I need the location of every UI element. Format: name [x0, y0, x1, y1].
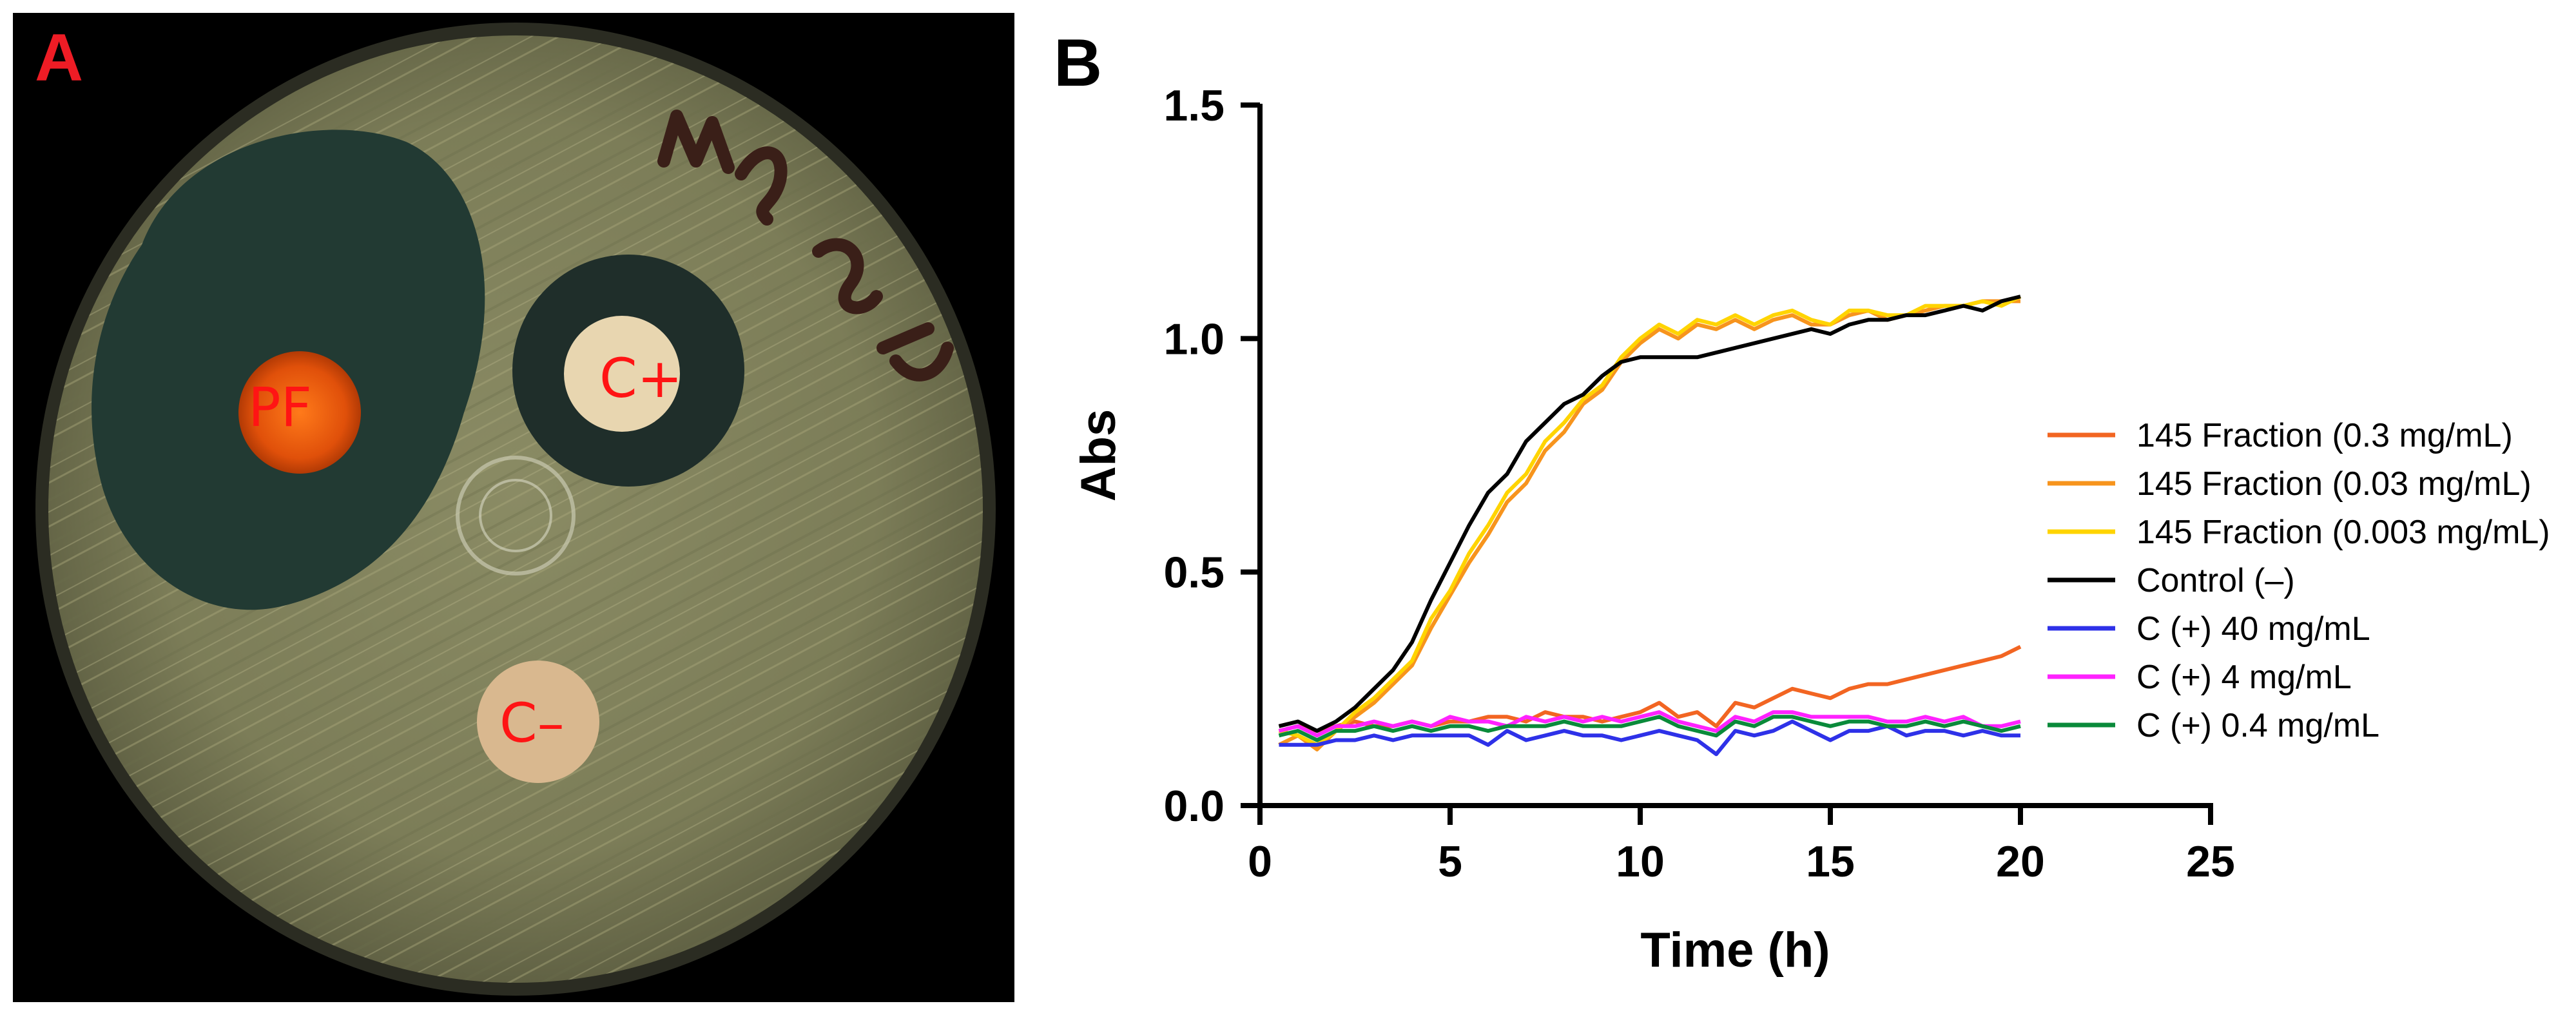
c-minus-disc: [477, 661, 599, 783]
x-tick-label: 15: [1806, 837, 1855, 886]
legend-label-7: C (+) 0.4 mg/mL: [2136, 707, 2379, 744]
series-line-5: [1279, 719, 2020, 757]
c-plus-disc: [564, 316, 680, 432]
x-tick-label: 0: [1248, 837, 1272, 886]
legend-label-1: 145 Fraction (0.3 mg/mL): [2136, 417, 2513, 454]
x-tick-label: 20: [1996, 837, 2045, 886]
agar-plate-photo: PF C+ C–: [13, 13, 1014, 1002]
series-line-7: [1278, 715, 2021, 742]
x-tick-label: 25: [2186, 837, 2235, 886]
chart-series: [1278, 295, 2022, 757]
series-line-6: [1278, 710, 2021, 738]
y-tick-label: 1.0: [1163, 314, 1225, 363]
panel-b-letter: B: [1054, 26, 1103, 101]
c-minus-disc-label: C–: [499, 691, 565, 755]
legend-label-6: C (+) 4 mg/mL: [2136, 659, 2352, 696]
series-line-4: [1278, 295, 2021, 733]
chart-legend: 145 Fraction (0.3 mg/mL) 145 Fraction (0.…: [2048, 417, 2550, 744]
pf-disc-label: PF: [248, 376, 312, 439]
air-bubble: [456, 456, 576, 575]
y-tick-label: 1.5: [1163, 81, 1225, 130]
legend-label-5: C (+) 40 mg/mL: [2136, 610, 2370, 648]
x-tick-label: 10: [1616, 837, 1665, 886]
legend-label-4: Control (–): [2136, 562, 2295, 599]
agar-plate-illustration: [35, 23, 996, 996]
handwriting-mark: [657, 110, 954, 382]
pf-disc: [238, 351, 361, 474]
legend-label-2: 145 Fraction (0.03 mg/mL): [2136, 465, 2532, 503]
y-tick-label: 0.5: [1163, 548, 1225, 597]
x-axis-label: Time (h): [1640, 923, 1830, 978]
y-tick-label: 0.0: [1163, 782, 1225, 831]
chart-axes: 0 5 10 15 20 25 0.0 0.5 1.0 1.5 Time (h) Abs: [1071, 81, 2235, 978]
air-bubble-inner: [479, 479, 552, 552]
series-line-3: [1278, 295, 2022, 747]
c-plus-disc-label: C+: [599, 347, 683, 410]
panel-a-letter: A: [35, 21, 84, 95]
y-axis-label: Abs: [1071, 409, 1126, 502]
legend-label-3: 145 Fraction (0.003 mg/mL): [2136, 514, 2550, 551]
growth-curve-chart: 0 5 10 15 20 25 0.0 0.5 1.0 1.5 Time (h) Abs 145 Fr…: [1071, 81, 2550, 978]
x-tick-label: 5: [1438, 837, 1462, 886]
